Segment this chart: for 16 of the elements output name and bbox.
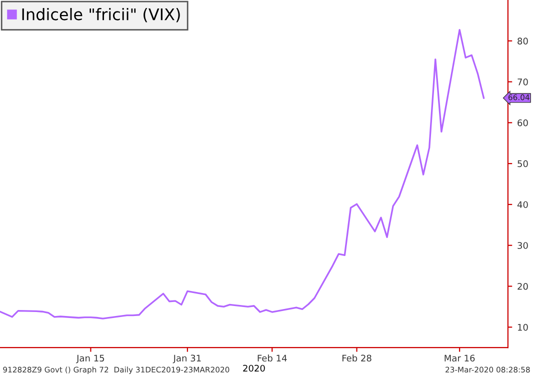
y-tick-label: 40 (517, 201, 528, 208)
x-tick-label: Feb 28 (342, 354, 372, 362)
x-tick-label: Mar 16 (444, 354, 475, 362)
legend-label: Indicele "fricii" (VIX) (22, 8, 180, 22)
line-series (0, 29, 485, 320)
y-tick-label: 30 (518, 242, 528, 249)
y-tick-label: 20 (518, 282, 528, 290)
x-axis-title: 2020 (243, 364, 265, 372)
y-tick-label: 50 (518, 160, 528, 168)
y-tick-label: 80 (518, 38, 528, 44)
y-tick-label: 10 (518, 324, 528, 331)
y-tick-label: 60 (518, 119, 528, 126)
y-tick-label: 70 (518, 78, 528, 86)
x-tick-label: Feb 14 (258, 354, 287, 362)
x-tick-label: Jan 15 (76, 354, 104, 364)
x-tick-label: Jan 31 (172, 354, 201, 364)
